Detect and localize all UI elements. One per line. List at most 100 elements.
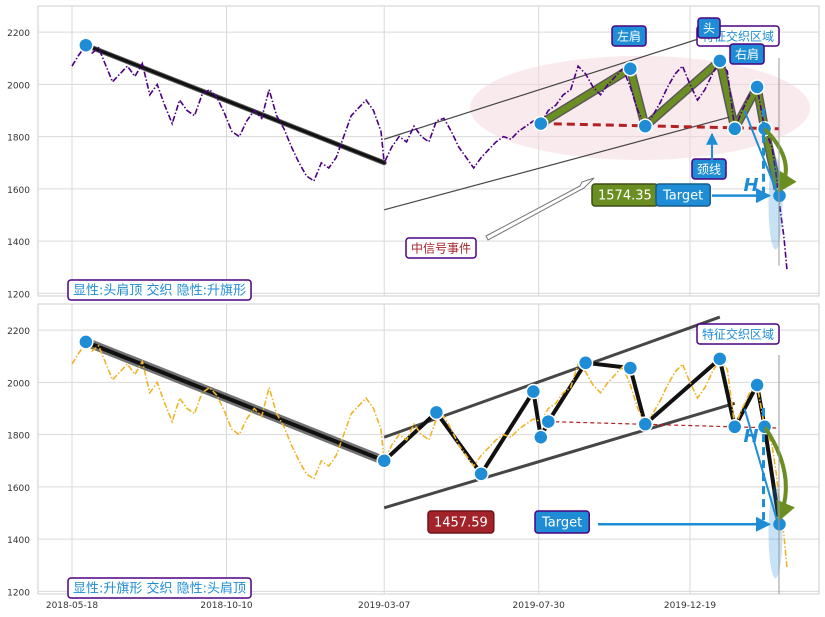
pivot-marker [637, 416, 653, 432]
x-tick-label: 2019-03-07 [358, 601, 410, 611]
target-value-label: 1574.35 [591, 183, 659, 207]
pattern-text-label-text: 显性:升旗形 交织 隐性:头肩顶 [73, 581, 246, 597]
feature-zone-label: 特征交织区域 [696, 323, 780, 345]
bottom-pattern-lines [81, 315, 782, 525]
x-tick-label: 2019-12-19 [664, 601, 717, 611]
trend-line-core [83, 339, 387, 463]
bottom-y-axis: 1200 1400 1600 1800 2000 2200 [7, 327, 30, 598]
target-label-box [534, 510, 590, 534]
pivot-marker [622, 60, 639, 77]
price-line [71, 43, 788, 270]
y-tick-label: 1200 [7, 588, 30, 598]
y-tick-label: 1600 [7, 484, 30, 494]
y-tick-label: 2200 [7, 29, 30, 39]
pattern-text-label: 显性:升旗形 交织 隐性:头肩顶 [67, 577, 252, 599]
pivot-marker [637, 118, 653, 134]
right-shoulder-label-text: 右肩 [735, 47, 759, 62]
neckline-label: 颈线 [691, 158, 727, 180]
bottom-pivot-markers [78, 334, 788, 532]
top-panel: 1200 1400 1600 1800 2000 2200 H 显性:头肩顶 交织 隐性:升… [7, 5, 820, 301]
left-shoulder-label: 左肩 [611, 25, 647, 47]
top-pivot-markers [78, 37, 788, 204]
channel-lower-line [384, 115, 735, 211]
neckline-label-text: 颈线 [697, 163, 721, 177]
event-label-box [405, 237, 477, 259]
pivot-marker [749, 79, 765, 95]
head-label-text: 头 [703, 22, 715, 36]
pivot-marker [428, 404, 445, 421]
pivot-marker [727, 121, 743, 137]
bottom-panel: 1200 1400 1600 1800 2000 2200 H 显性:升旗形 交织 隐性:头… [7, 303, 820, 599]
channel-upper-line [384, 31, 721, 140]
y-tick-label: 1800 [7, 134, 30, 144]
target-value-label-text: 1574.35 [598, 189, 652, 204]
y-tick-label: 2200 [7, 327, 30, 337]
target-label-box [655, 183, 711, 207]
pivot-marker [533, 429, 549, 445]
y-tick-label: 2000 [7, 379, 30, 389]
pattern-text-label-box [67, 577, 252, 599]
channel-lower-line [383, 401, 736, 510]
price-line [71, 341, 788, 568]
pivot-marker [577, 355, 594, 371]
bottom-grid [38, 304, 819, 594]
top-price-series [71, 43, 788, 270]
y-tick-label: 1400 [7, 238, 30, 248]
measure-line [743, 110, 779, 195]
pivot-marker [749, 377, 765, 393]
event-pointer [485, 177, 595, 241]
neckline-label-box [691, 158, 727, 180]
y-tick-label: 1600 [7, 186, 30, 196]
y-tick-label: 1400 [7, 536, 30, 546]
pivot-marker [473, 466, 489, 482]
bottom-annotations: H 显性:升旗形 交织 隐性:头肩顶 特征交织区域 1457.59 Target [67, 323, 795, 599]
event-label: 中信号事件 [405, 237, 477, 259]
head-label-box [697, 17, 721, 39]
event-label-text: 中信号事件 [411, 241, 471, 256]
pattern-text-label: 显性:头肩顶 交织 隐性:升旗形 [67, 279, 252, 301]
pivot-marker [712, 351, 728, 367]
top-y-axis: 1200 1400 1600 1800 2000 2200 [7, 29, 30, 300]
x-tick-label: 2018-05-18 [46, 601, 99, 611]
target-value-label: 1457.59 [427, 510, 495, 534]
pivot-marker [525, 383, 542, 400]
right-shoulder-label-box [729, 43, 765, 65]
measure-line [743, 408, 779, 523]
target-zone-ellipse [768, 157, 783, 250]
feature-zone-label-text: 特征交织区域 [702, 327, 774, 342]
bottom-price-series [71, 341, 788, 568]
h-label: H [744, 175, 759, 196]
x-tick-label: 2018-10-10 [200, 601, 253, 611]
pivot-marker [622, 360, 639, 376]
pivot-marker [727, 419, 743, 435]
target-label: Target [534, 510, 590, 534]
left-shoulder-label-text: 左肩 [617, 29, 641, 44]
trend-line-core [84, 43, 386, 165]
left-shoulder-label-box [611, 25, 647, 47]
drop-arrow [762, 425, 795, 522]
right-shoulder-label: 右肩 [729, 43, 765, 65]
feature-zone-label-box [696, 323, 780, 345]
target-value-label-text: 1457.59 [434, 516, 488, 531]
h-label: H [744, 426, 759, 447]
target-label-text: Target [662, 189, 703, 204]
pattern-text-label-box [67, 279, 252, 301]
pivot-marker [78, 37, 94, 53]
target-label-text: Target [541, 516, 582, 531]
pattern-text-label-text: 显性:头肩顶 交织 隐性:升旗形 [73, 283, 246, 299]
head-label: 头 [697, 17, 721, 39]
pivot-marker [712, 53, 728, 69]
pivot-marker [376, 453, 392, 469]
drop-arrow [763, 127, 797, 194]
flag-zigzag-path [382, 356, 782, 525]
x-axis: 2018-05-18 2018-10-10 2019-03-07 2019-07-30… [46, 601, 717, 611]
y-tick-label: 1800 [7, 432, 30, 442]
y-tick-label: 1200 [7, 290, 30, 300]
pivot-marker [540, 413, 557, 430]
target-value-label-box [427, 510, 495, 534]
x-tick-label: 2019-07-30 [513, 601, 566, 611]
pivot-marker [78, 334, 94, 350]
y-tick-label: 2000 [7, 81, 30, 91]
